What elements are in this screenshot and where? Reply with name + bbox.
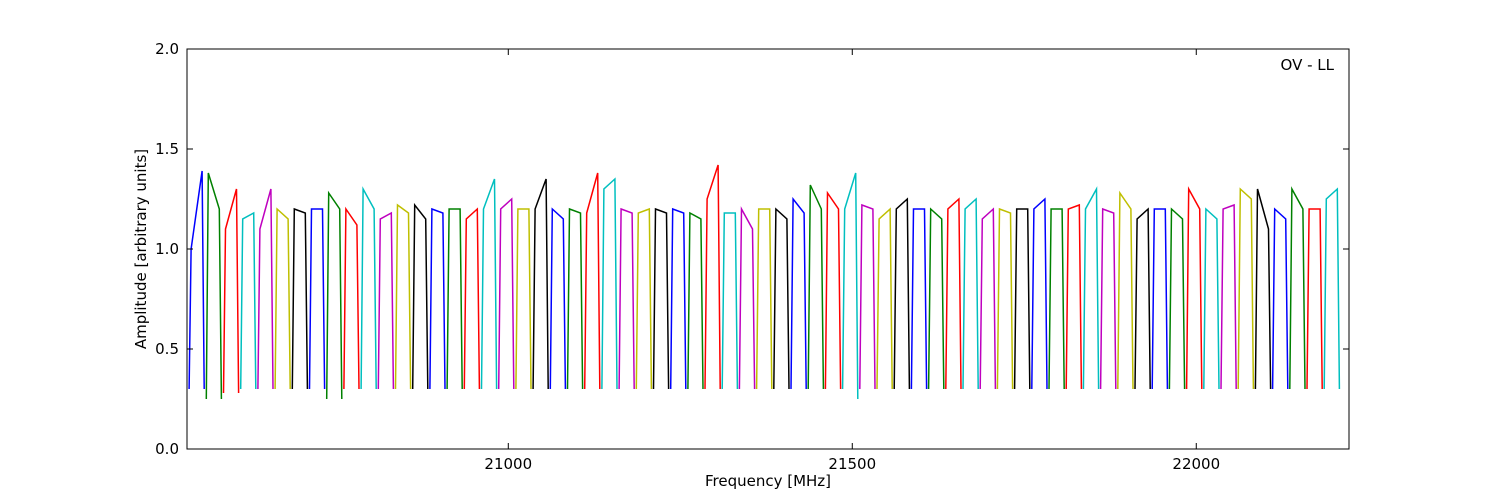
y-tick-label: 0.5 — [155, 340, 179, 358]
x-axis-label: Frequency [MHz] — [705, 472, 831, 490]
spectrum-line — [205, 172, 1306, 400]
y-tick-label: 0.0 — [155, 440, 179, 458]
plot-area — [188, 164, 1341, 400]
spectrum-line — [239, 172, 1341, 400]
x-tick-label: 21500 — [828, 455, 876, 473]
y-axis-label: Amplitude [arbitrary units] — [132, 149, 150, 349]
spectrum-line — [274, 187, 1255, 390]
y-tick-label: 2.0 — [155, 40, 179, 58]
x-tick-label: 21000 — [484, 455, 532, 473]
spectrum-line — [222, 164, 1323, 394]
spectrum-line — [257, 188, 1237, 390]
annotation: OV - LL — [1281, 56, 1335, 74]
y-tick-label: 1.0 — [155, 240, 179, 258]
y-tick-label: 1.5 — [155, 140, 179, 158]
x-tick-label: 22000 — [1172, 455, 1220, 473]
spectrum-line — [188, 170, 1289, 390]
spectrum-line — [291, 178, 1272, 390]
